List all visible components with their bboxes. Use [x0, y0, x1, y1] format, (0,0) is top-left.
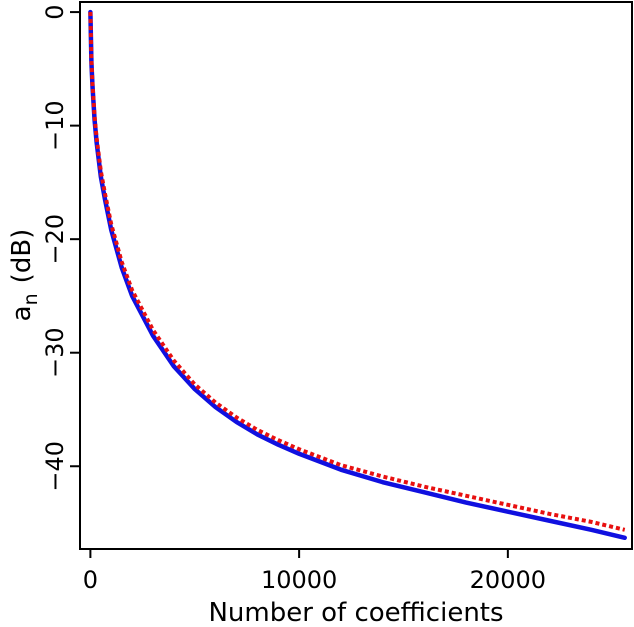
- x-axis-title: Number of coefficients: [208, 598, 503, 627]
- y-tick-label: −30: [41, 327, 69, 378]
- y-tick-label: −10: [41, 100, 69, 151]
- svg-text:an(dB): an (dB): [7, 229, 42, 322]
- x-tick-label: 10000: [261, 566, 337, 594]
- y-tick-label: −20: [41, 214, 69, 265]
- series-layer: [88, 9, 627, 541]
- y-axis-title: an (dB): [7, 229, 42, 322]
- y-tick-label: 0: [41, 4, 69, 19]
- x-axis-ticks: 0 10000 20000: [83, 548, 546, 594]
- y-axis-title-unit: (dB): [7, 229, 37, 284]
- series-line-solid: [88, 9, 627, 541]
- y-axis-ticks: 0 −10 −20 −30 −40: [41, 4, 81, 492]
- x-tick-label: 0: [83, 566, 98, 594]
- y-axis-title-subscript: n: [20, 293, 42, 305]
- y-axis-title-main: a: [7, 305, 37, 321]
- series-line-dotted: [88, 12, 626, 532]
- y-tick-label: −40: [41, 441, 69, 492]
- plot-frame: [79, 1, 633, 550]
- x-tick-label: 20000: [470, 566, 546, 594]
